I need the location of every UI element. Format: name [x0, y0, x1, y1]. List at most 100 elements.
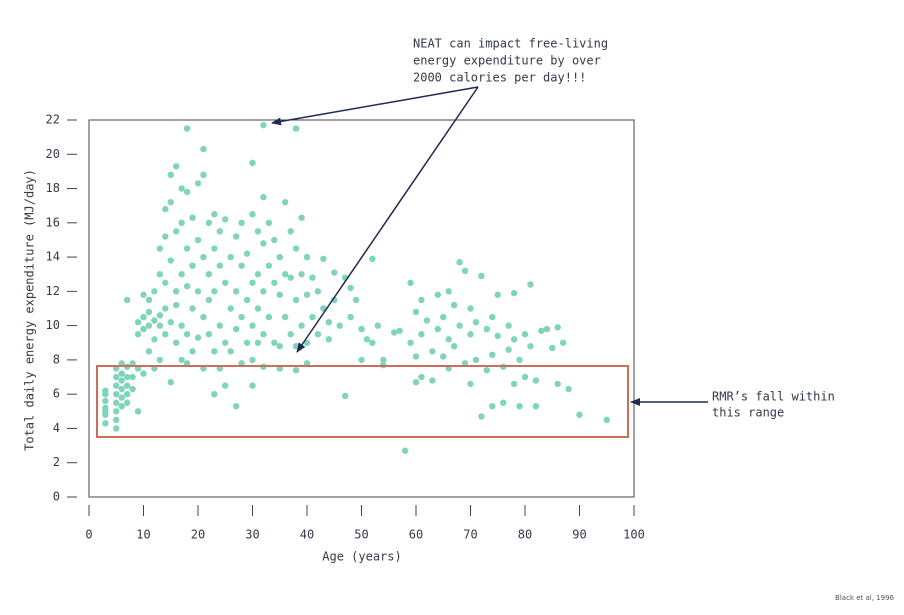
point: [494, 291, 501, 298]
x-tick-label: 30: [245, 528, 259, 542]
point: [298, 214, 305, 221]
point: [358, 356, 365, 364]
point: [298, 322, 305, 329]
y-tick-label: 6: [53, 387, 60, 401]
point: [145, 296, 153, 304]
point: [287, 331, 294, 338]
annotation: this range: [712, 406, 784, 420]
point: [467, 380, 474, 388]
y-tick-label: 14: [46, 250, 60, 264]
point: [456, 322, 463, 329]
point: [516, 402, 523, 410]
point: [222, 382, 229, 389]
point: [271, 279, 278, 286]
point: [178, 271, 185, 278]
x-tick-label: 80: [518, 528, 532, 542]
point: [151, 317, 158, 324]
point: [167, 171, 174, 179]
point: [298, 271, 305, 278]
point: [347, 284, 354, 292]
point: [276, 291, 283, 298]
point: [216, 228, 223, 235]
point: [265, 262, 273, 269]
point: [467, 331, 474, 338]
point: [232, 325, 240, 333]
point: [265, 219, 273, 227]
point: [260, 121, 267, 129]
x-tick-label: 20: [191, 528, 205, 542]
point: [292, 296, 300, 304]
point: [249, 356, 256, 364]
arrow: [271, 86, 479, 126]
y-tick-label: 20: [46, 147, 60, 161]
x-tick-label: 10: [136, 528, 150, 542]
point: [450, 301, 458, 309]
point: [194, 236, 202, 244]
point: [123, 373, 131, 381]
point: [483, 366, 491, 374]
point: [243, 250, 251, 257]
point: [243, 339, 251, 346]
point: [554, 324, 561, 331]
point: [254, 271, 262, 278]
point: [162, 205, 169, 213]
point: [603, 416, 610, 424]
point: [162, 279, 169, 286]
point: [434, 291, 441, 298]
point: [156, 356, 164, 364]
point: [205, 331, 213, 338]
point: [331, 269, 338, 276]
point: [118, 370, 125, 377]
point: [418, 296, 425, 304]
point: [565, 385, 572, 393]
point: [123, 390, 131, 398]
point: [440, 353, 447, 360]
point: [494, 332, 501, 340]
point: [303, 339, 311, 346]
point: [222, 216, 229, 223]
y-tick-label: 4: [53, 421, 60, 435]
point: [118, 394, 125, 401]
point: [145, 308, 153, 316]
point: [478, 413, 485, 420]
point: [260, 240, 267, 247]
point: [260, 288, 267, 295]
x-tick-label: 90: [572, 528, 586, 542]
point: [183, 283, 191, 290]
point: [140, 313, 147, 321]
point: [478, 272, 485, 280]
point: [183, 245, 191, 252]
point: [521, 373, 529, 381]
point: [412, 353, 420, 360]
point: [232, 233, 240, 240]
point: [178, 322, 185, 329]
point: [200, 145, 207, 153]
point: [363, 336, 371, 343]
point: [162, 331, 169, 338]
point: [123, 399, 131, 406]
point: [205, 296, 213, 304]
point: [211, 211, 218, 218]
point: [211, 288, 218, 295]
point: [211, 348, 218, 355]
point: [532, 402, 540, 410]
point: [189, 305, 196, 312]
point: [303, 253, 311, 261]
point: [118, 377, 125, 384]
point: [510, 336, 518, 343]
point: [456, 259, 463, 266]
point: [489, 313, 496, 321]
annotation: RMR’s fall within: [712, 390, 835, 404]
point: [352, 296, 360, 304]
point: [418, 331, 425, 338]
y-tick-label: 2: [53, 455, 60, 469]
point: [129, 373, 136, 381]
point: [113, 416, 120, 424]
point: [391, 329, 398, 336]
point: [423, 317, 431, 324]
point: [167, 199, 174, 206]
point: [173, 301, 180, 309]
point: [102, 387, 109, 394]
point: [102, 408, 109, 415]
